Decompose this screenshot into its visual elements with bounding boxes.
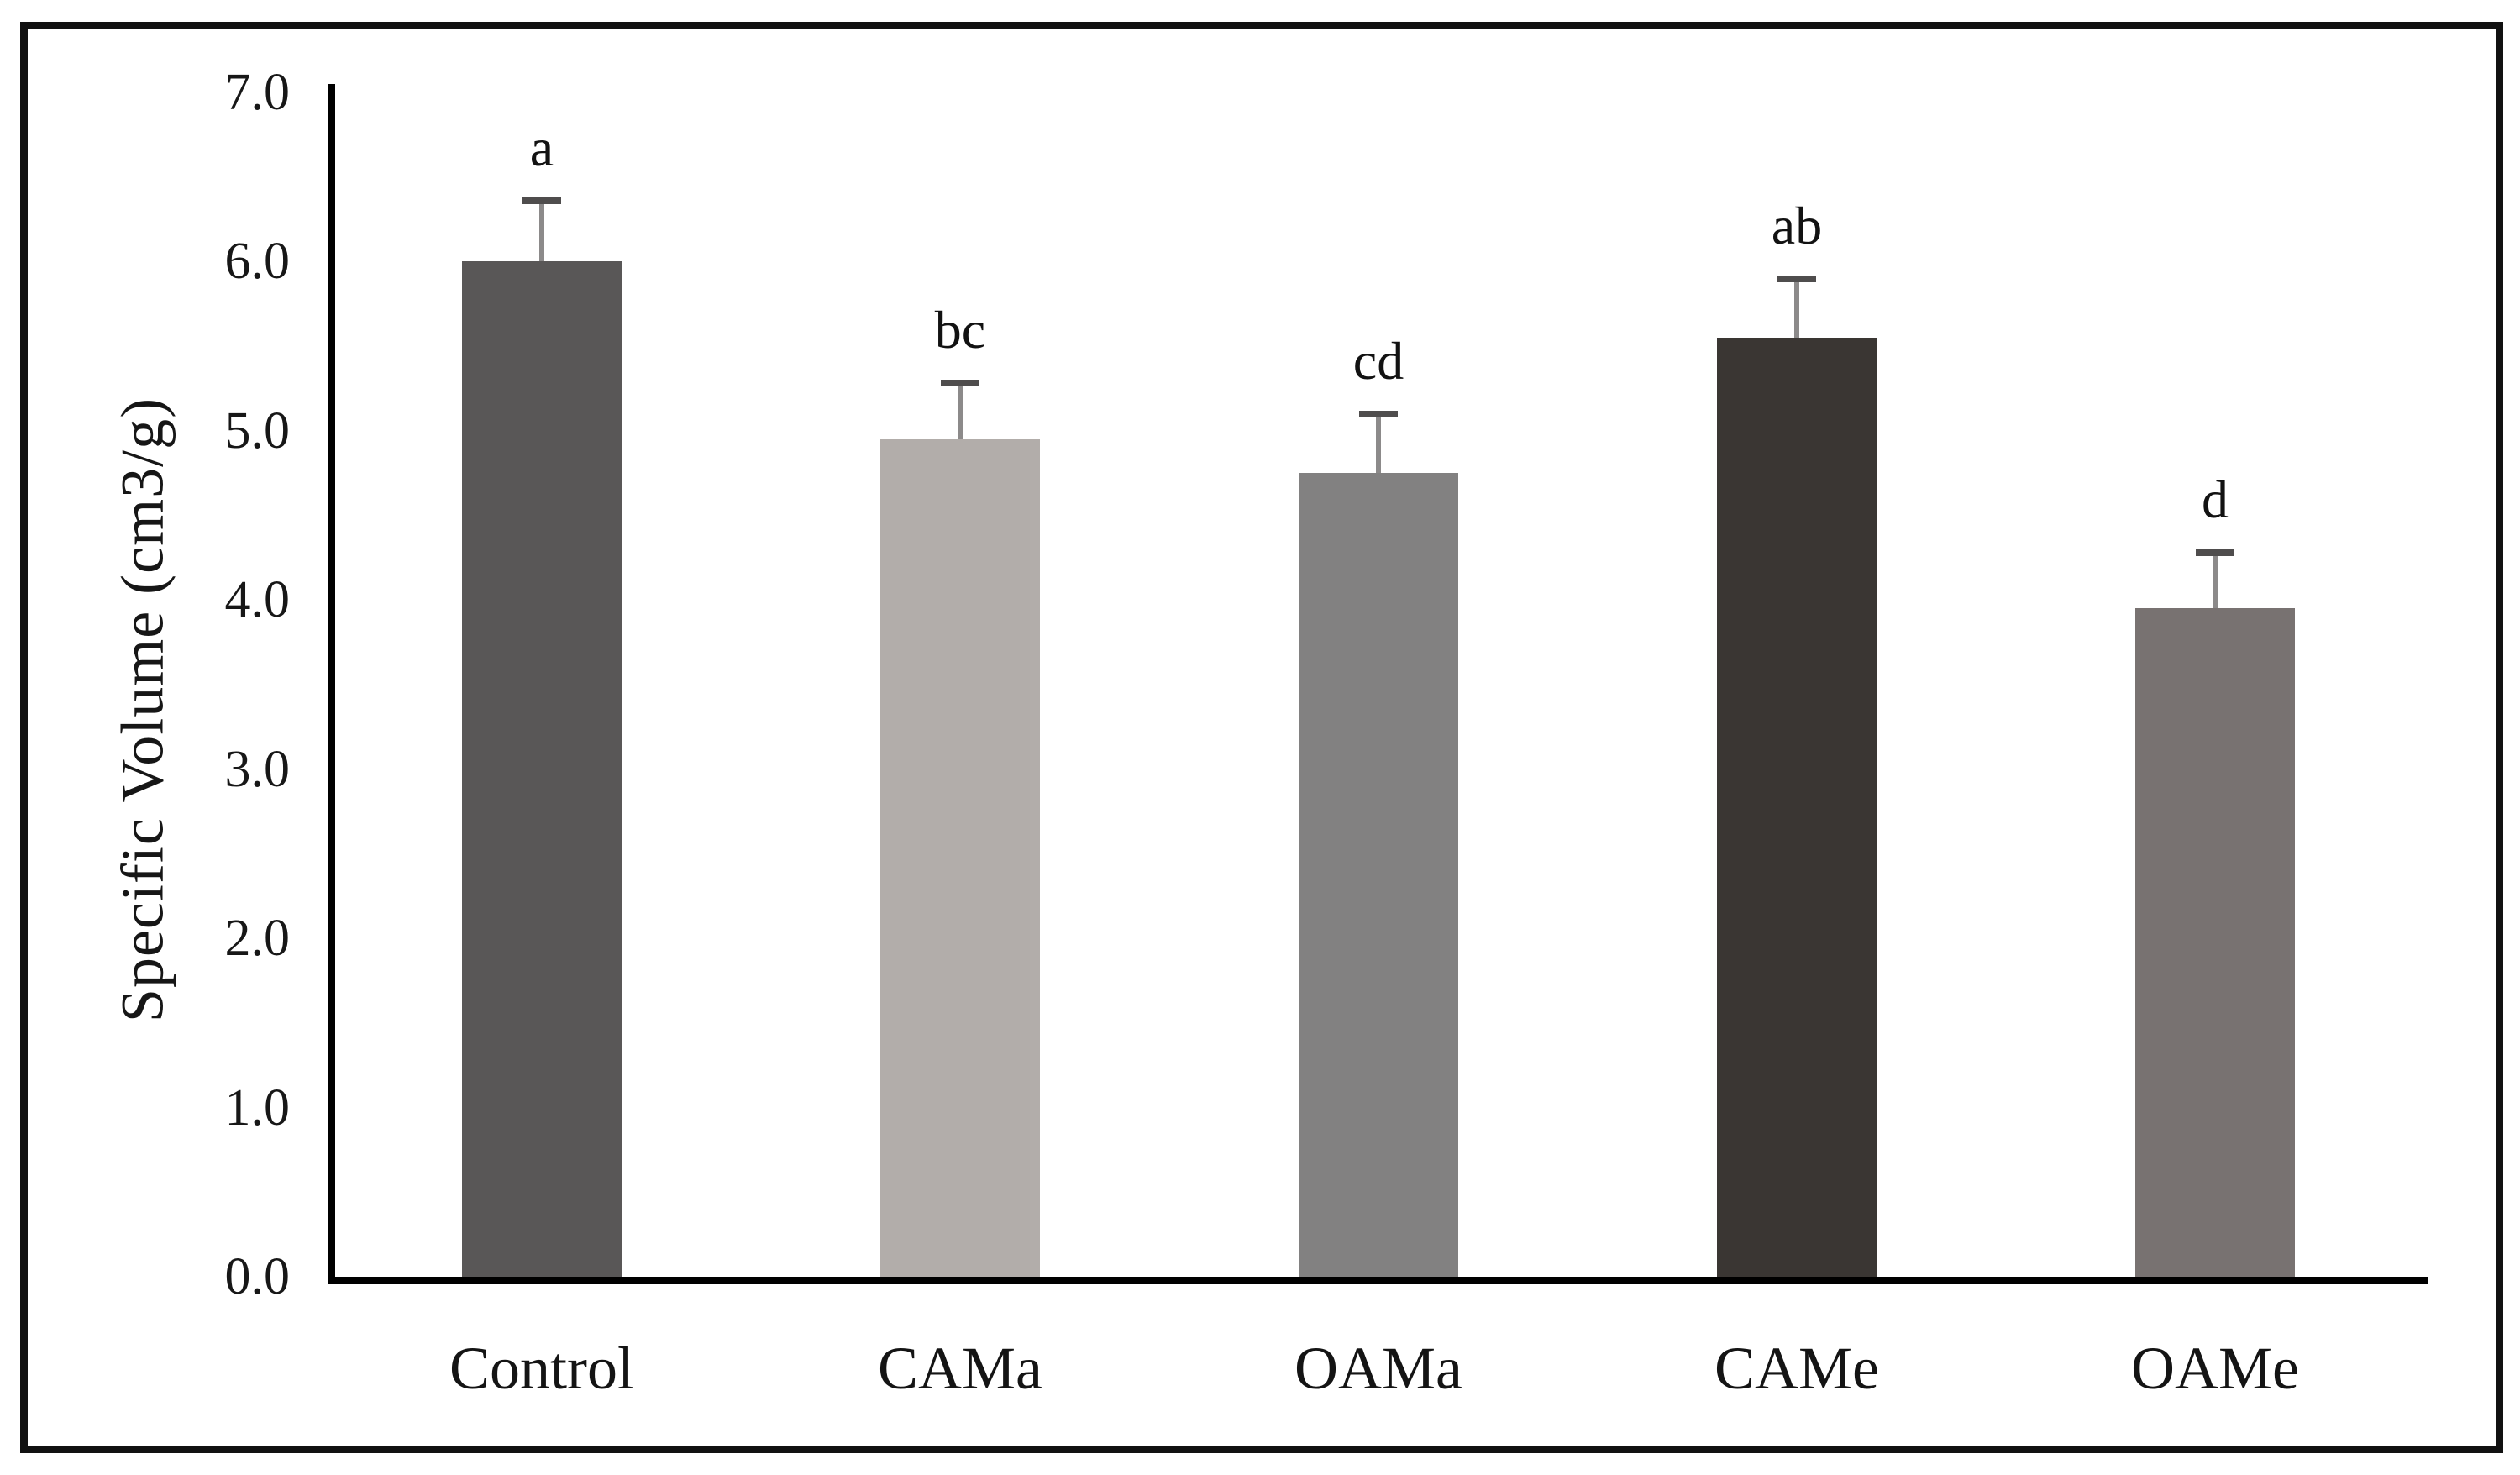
x-category-label-oama: OAMa bbox=[1294, 1335, 1462, 1402]
significance-letter: a bbox=[529, 117, 554, 177]
significance-letter: cd bbox=[1352, 330, 1404, 391]
x-category-label-control: Control bbox=[449, 1335, 634, 1402]
x-category-label-came: CAMe bbox=[1714, 1335, 1879, 1402]
error-bar-cap bbox=[1359, 410, 1398, 417]
y-tick-label: 5.0 bbox=[224, 402, 291, 459]
error-bar-line bbox=[539, 197, 544, 262]
y-tick-label: 7.0 bbox=[224, 63, 291, 121]
y-tick-label: 2.0 bbox=[224, 910, 291, 968]
x-category-label-cama: CAMa bbox=[878, 1335, 1042, 1402]
significance-letter: d bbox=[2202, 469, 2229, 529]
significance-letter: bc bbox=[934, 300, 986, 360]
bar-oama bbox=[1299, 473, 1458, 1277]
error-bar-line bbox=[2213, 549, 2218, 609]
y-tick-label: 6.0 bbox=[224, 233, 291, 291]
x-category-label-oame: OAMe bbox=[2131, 1335, 2299, 1402]
plot-area bbox=[328, 84, 2428, 1284]
figure-border bbox=[20, 22, 2503, 1453]
error-bar-cap bbox=[1777, 275, 1816, 282]
error-bar-cap bbox=[522, 197, 561, 204]
bar-came bbox=[1717, 338, 1877, 1277]
bar-cama bbox=[880, 438, 1040, 1277]
error-bar-cap bbox=[2196, 549, 2234, 556]
error-bar-line bbox=[958, 380, 963, 439]
bar-oame bbox=[2135, 608, 2295, 1277]
error-bar-line bbox=[1794, 275, 1799, 339]
error-bar-cap bbox=[941, 380, 979, 387]
y-tick-label: 1.0 bbox=[224, 1079, 291, 1136]
y-tick-label: 3.0 bbox=[224, 740, 291, 798]
error-bar-line bbox=[1376, 410, 1381, 474]
significance-letter: ab bbox=[1771, 195, 1823, 255]
bar-control bbox=[462, 261, 622, 1277]
y-tick-label: 4.0 bbox=[224, 571, 291, 629]
y-tick-label: 0.0 bbox=[224, 1248, 291, 1305]
